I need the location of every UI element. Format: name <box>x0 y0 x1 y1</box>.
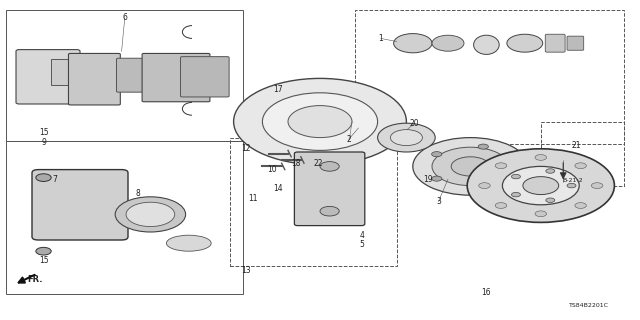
Text: 16: 16 <box>481 288 492 297</box>
Circle shape <box>495 163 507 169</box>
Circle shape <box>36 174 51 181</box>
Circle shape <box>495 203 507 208</box>
Circle shape <box>378 123 435 152</box>
Circle shape <box>567 183 576 188</box>
Circle shape <box>546 198 555 203</box>
FancyBboxPatch shape <box>32 170 128 240</box>
Circle shape <box>320 206 339 216</box>
Text: 13: 13 <box>241 266 252 275</box>
Circle shape <box>288 106 352 138</box>
Circle shape <box>413 138 528 195</box>
Circle shape <box>575 203 586 208</box>
Circle shape <box>390 130 422 146</box>
Text: 9: 9 <box>41 138 46 147</box>
Circle shape <box>451 157 490 176</box>
Text: 20: 20 <box>410 119 420 128</box>
Circle shape <box>432 35 464 51</box>
Text: 4: 4 <box>359 231 364 240</box>
Ellipse shape <box>474 35 499 54</box>
Circle shape <box>502 166 579 205</box>
Circle shape <box>478 144 488 149</box>
Text: 15: 15 <box>38 256 49 265</box>
Circle shape <box>591 183 603 188</box>
Circle shape <box>523 177 559 195</box>
Circle shape <box>479 183 490 188</box>
FancyBboxPatch shape <box>294 152 365 226</box>
FancyBboxPatch shape <box>51 59 77 85</box>
Text: 7: 7 <box>52 175 57 184</box>
Text: FR.: FR. <box>28 276 43 284</box>
Text: 17: 17 <box>273 85 284 94</box>
Text: 6: 6 <box>122 13 127 22</box>
Text: 22: 22 <box>314 159 323 168</box>
Circle shape <box>575 163 586 169</box>
Circle shape <box>431 152 442 157</box>
Text: 8: 8 <box>135 189 140 198</box>
FancyBboxPatch shape <box>567 36 584 50</box>
Circle shape <box>320 162 339 171</box>
Text: 15: 15 <box>38 128 49 137</box>
Text: 3: 3 <box>436 197 441 206</box>
Text: 19: 19 <box>422 175 433 184</box>
Circle shape <box>394 34 432 53</box>
Text: TS84B2201C: TS84B2201C <box>569 303 609 308</box>
Text: 12: 12 <box>242 144 251 153</box>
Circle shape <box>431 176 442 181</box>
Text: 1: 1 <box>378 34 383 43</box>
Circle shape <box>36 247 51 255</box>
Circle shape <box>507 34 543 52</box>
FancyBboxPatch shape <box>68 53 120 105</box>
Text: 10: 10 <box>267 165 277 174</box>
Circle shape <box>262 93 378 150</box>
FancyBboxPatch shape <box>142 53 210 102</box>
Circle shape <box>432 147 509 186</box>
FancyBboxPatch shape <box>180 57 229 97</box>
FancyBboxPatch shape <box>16 50 80 104</box>
Text: B-21-2: B-21-2 <box>563 178 583 183</box>
Circle shape <box>511 192 520 197</box>
Text: 11: 11 <box>248 194 257 203</box>
Circle shape <box>507 164 517 169</box>
Circle shape <box>511 174 520 179</box>
FancyBboxPatch shape <box>545 34 565 52</box>
Circle shape <box>234 78 406 165</box>
Circle shape <box>546 169 555 173</box>
Text: 5: 5 <box>359 240 364 249</box>
Circle shape <box>115 197 186 232</box>
Circle shape <box>126 202 175 227</box>
Text: 18: 18 <box>291 159 300 168</box>
Text: 21: 21 <box>572 141 580 150</box>
Circle shape <box>535 211 547 217</box>
Ellipse shape <box>166 235 211 251</box>
Text: 2: 2 <box>346 135 351 144</box>
Circle shape <box>467 149 614 222</box>
FancyBboxPatch shape <box>116 58 156 92</box>
Circle shape <box>478 184 488 189</box>
Circle shape <box>535 155 547 160</box>
Text: 14: 14 <box>273 184 284 193</box>
